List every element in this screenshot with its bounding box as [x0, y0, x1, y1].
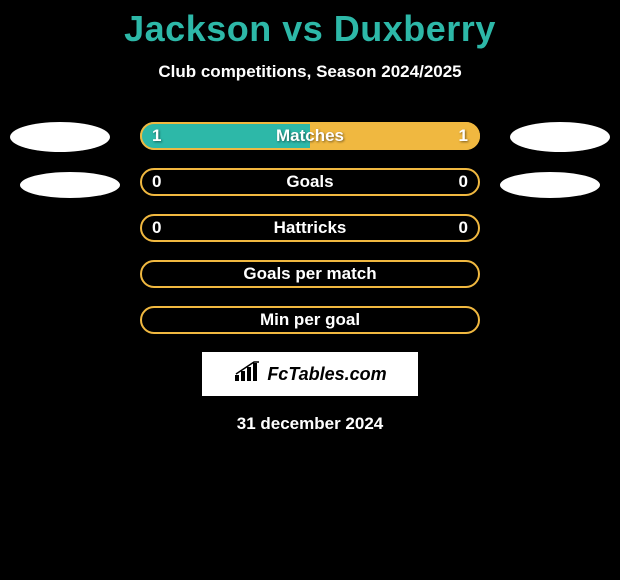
- stat-value-left: 1: [152, 126, 161, 146]
- stat-label: Hattricks: [274, 218, 347, 238]
- branding-text: FcTables.com: [267, 364, 386, 385]
- stat-value-right: 0: [459, 218, 468, 238]
- stat-value-right: 0: [459, 172, 468, 192]
- stat-bars: 1 1 Matches 0 0 Goals 0 0 Hattricks Goals per mat…: [140, 122, 480, 334]
- stat-label: Min per goal: [260, 310, 360, 330]
- stat-value-left: 0: [152, 218, 161, 238]
- stat-value-left: 0: [152, 172, 161, 192]
- stat-bar: 0 0 Goals: [140, 168, 480, 196]
- stat-label: Goals per match: [243, 264, 376, 284]
- stat-bar: Goals per match: [140, 260, 480, 288]
- player1-badge-top: [10, 122, 110, 152]
- stat-bar: 1 1 Matches: [140, 122, 480, 150]
- player2-badge-top: [510, 122, 610, 152]
- date-label: 31 december 2024: [0, 414, 620, 434]
- player1-badge-bot: [20, 172, 120, 198]
- stat-bar: Min per goal: [140, 306, 480, 334]
- chart-icon: [233, 361, 261, 388]
- branding-badge: FcTables.com: [202, 352, 418, 396]
- stats-area: 1 1 Matches 0 0 Goals 0 0 Hattricks Goals per mat…: [0, 122, 620, 334]
- stat-label: Matches: [276, 126, 344, 146]
- stat-value-right: 1: [459, 126, 468, 146]
- stat-bar: 0 0 Hattricks: [140, 214, 480, 242]
- stat-label: Goals: [286, 172, 333, 192]
- player2-badge-bot: [500, 172, 600, 198]
- page-title: Jackson vs Duxberry: [0, 8, 620, 50]
- subtitle: Club competitions, Season 2024/2025: [0, 62, 620, 82]
- comparison-card: Jackson vs Duxberry Club competitions, S…: [0, 0, 620, 434]
